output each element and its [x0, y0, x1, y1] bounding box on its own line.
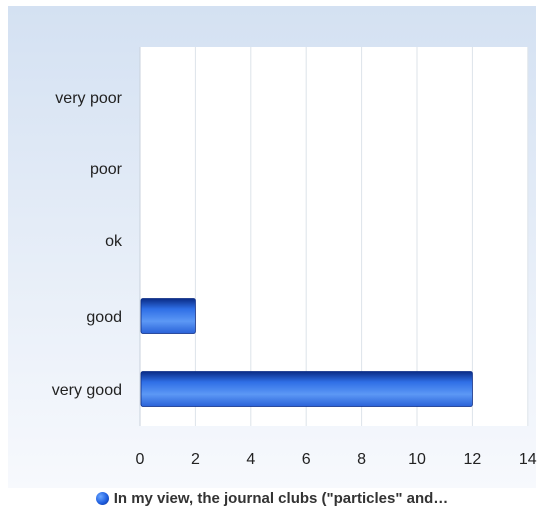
x-tick-labels: 0 2 4 6 8 10 12 14	[136, 451, 537, 468]
bar-very-good[interactable]	[140, 371, 473, 407]
legend: In my view, the journal clubs ("particle…	[0, 490, 544, 507]
category-labels: very poor poor ok good very good	[52, 90, 123, 399]
category-label-good: good	[86, 309, 122, 326]
x-tick-label-10: 10	[408, 451, 426, 468]
category-label-poor: poor	[90, 161, 123, 178]
x-tick-label-8: 8	[357, 451, 366, 468]
x-tick-label-12: 12	[464, 451, 482, 468]
x-tick-label-4: 4	[246, 451, 255, 468]
x-tick-label-14: 14	[519, 451, 537, 468]
x-tick-label-6: 6	[302, 451, 311, 468]
category-label-very-good: very good	[52, 382, 122, 399]
category-label-very-poor: very poor	[55, 90, 122, 107]
bars	[140, 298, 473, 407]
x-tick-label-0: 0	[136, 451, 145, 468]
x-tick-label-2: 2	[191, 451, 200, 468]
grid-lines	[194, 47, 529, 426]
bar-good[interactable]	[140, 298, 196, 334]
plot-area	[140, 47, 528, 426]
category-label-ok: ok	[105, 233, 123, 250]
legend-series-marker-icon	[95, 492, 109, 505]
legend-series-label: In my view, the journal clubs ("particle…	[113, 490, 449, 507]
